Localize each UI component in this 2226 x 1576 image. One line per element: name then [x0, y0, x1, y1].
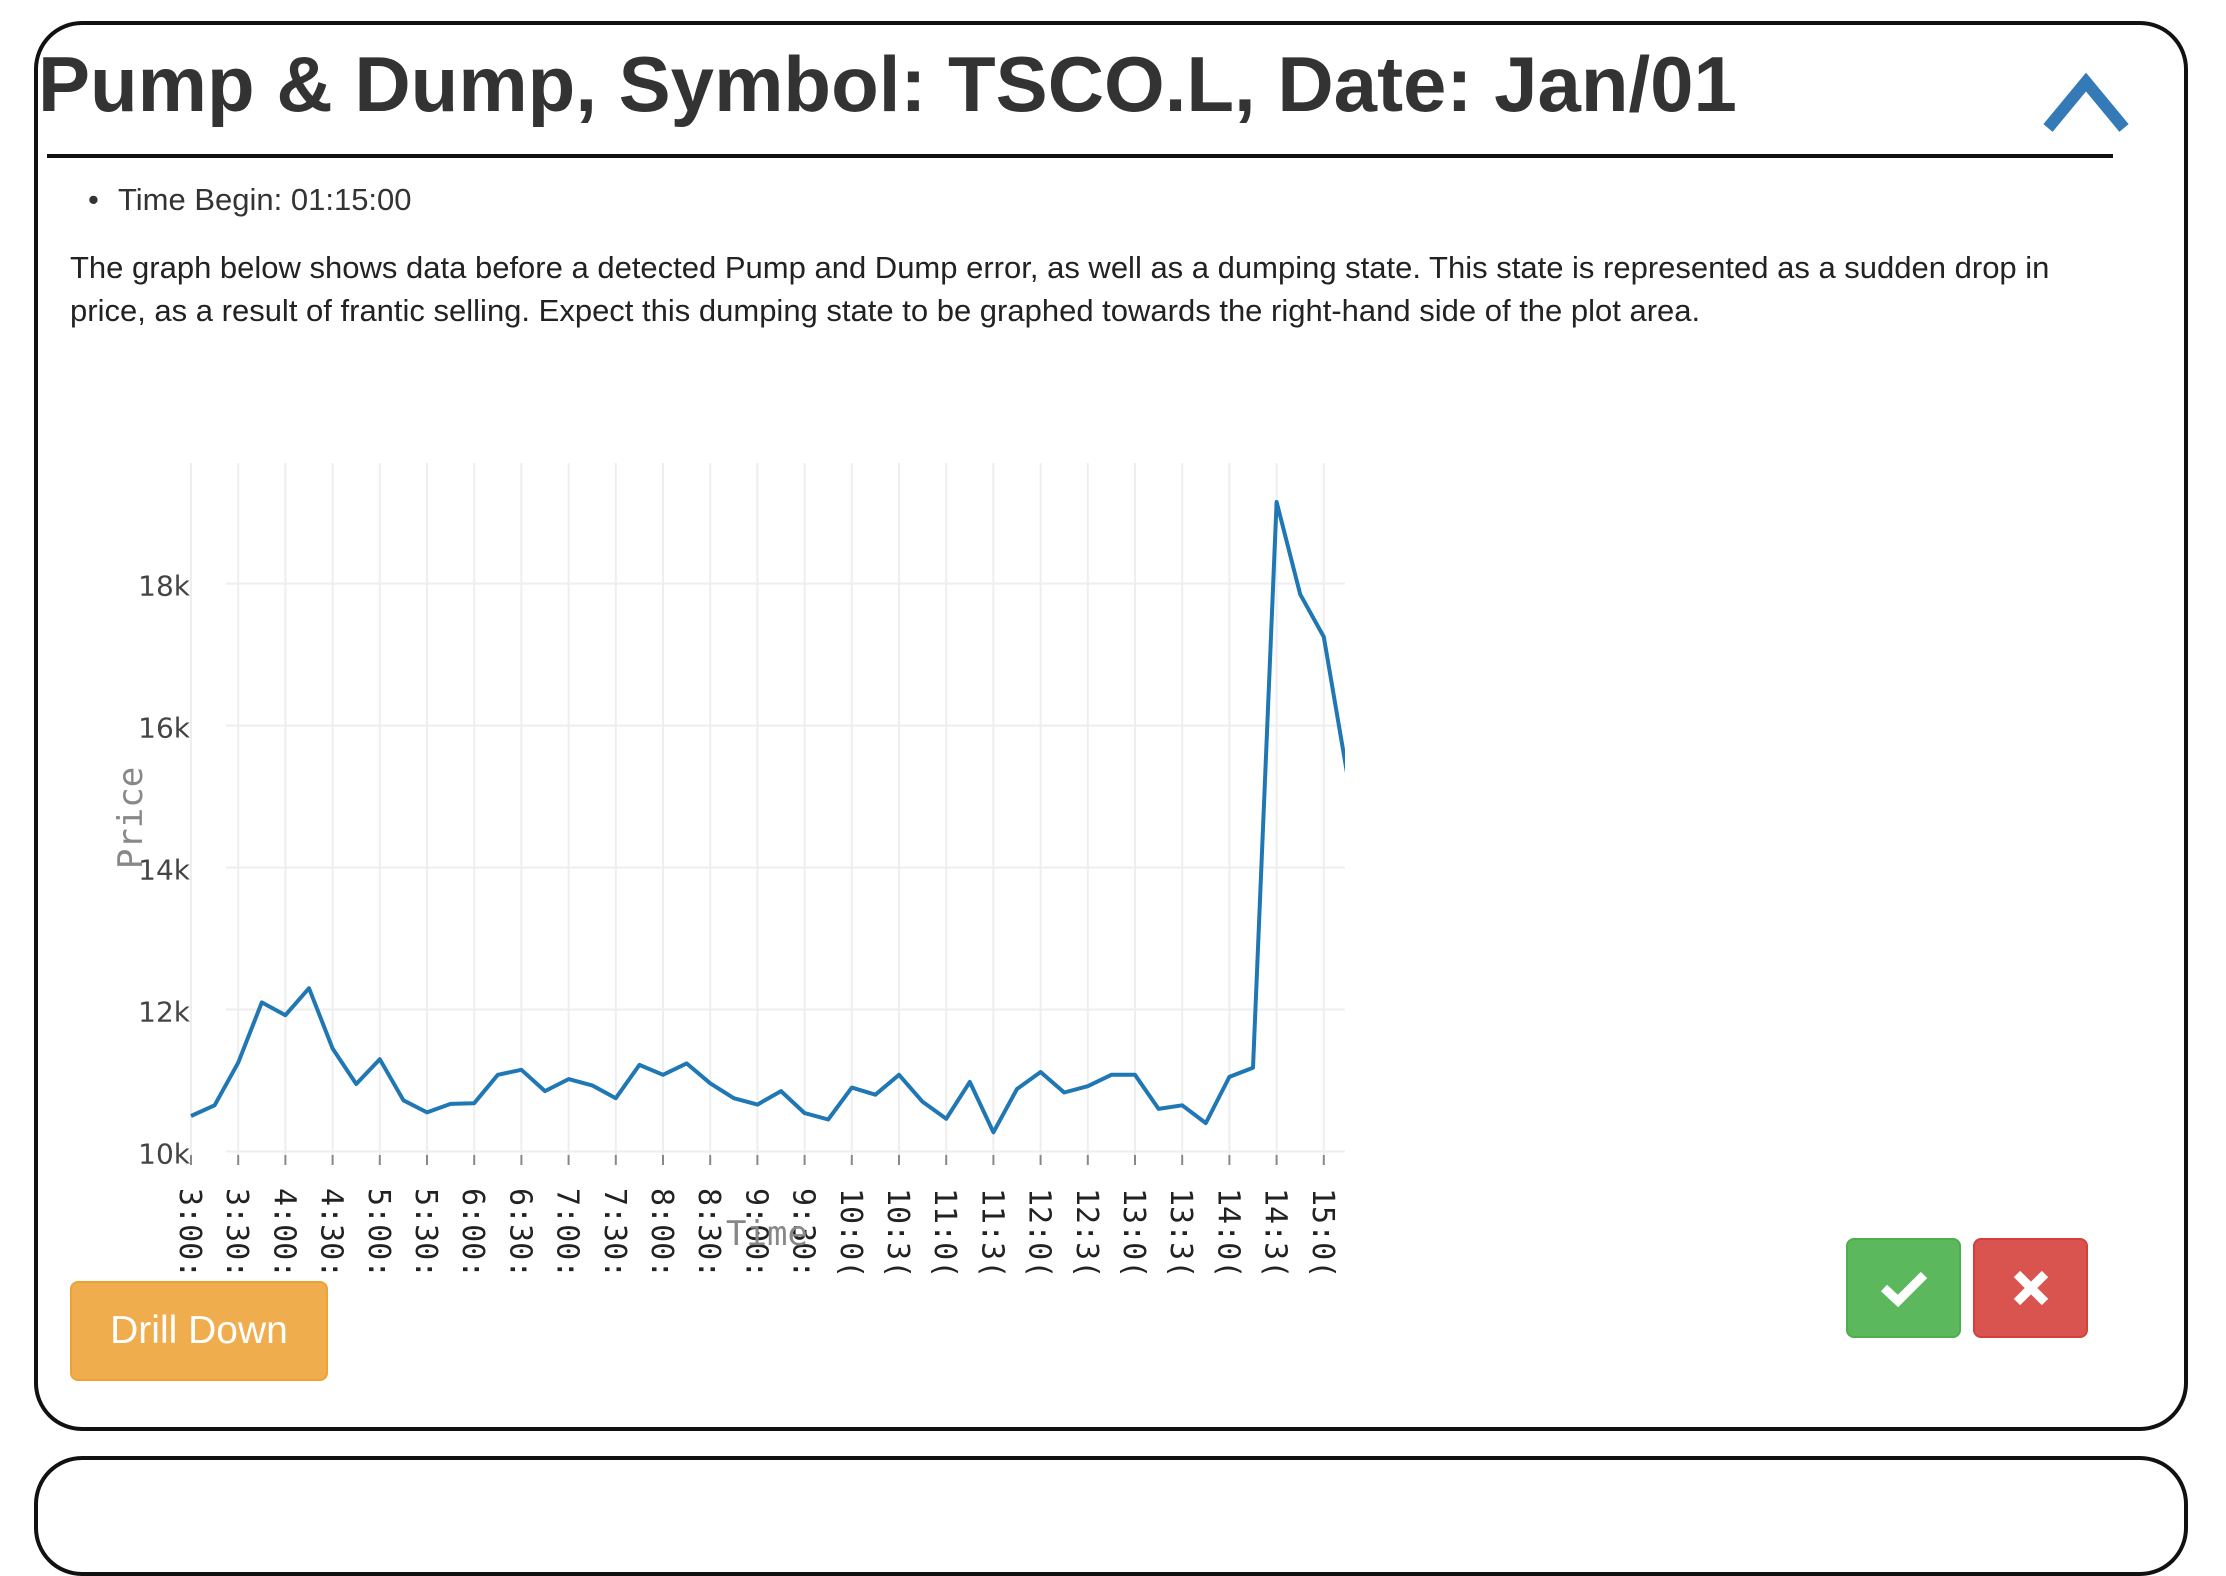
reject-button[interactable]: [1973, 1238, 2088, 1338]
x-tick-label: 8:00:: [644, 1188, 679, 1278]
series-group: [191, 502, 1348, 1132]
x-tick-label: 5:00:: [361, 1188, 396, 1278]
x-tick-label: 4:30:: [314, 1188, 349, 1278]
x-tick-label: 13:3(: [1163, 1188, 1198, 1278]
close-icon: [2011, 1268, 2051, 1308]
x-tick-label: 7:00:: [550, 1188, 585, 1278]
x-tick-label: 6:00:: [455, 1188, 490, 1278]
x-tick-label: 14:3(: [1258, 1188, 1293, 1278]
approve-button[interactable]: [1846, 1238, 1961, 1338]
x-tick-label: 4:00:: [266, 1188, 301, 1278]
x-tick-label: 11:3(: [974, 1188, 1009, 1278]
x-tick-label: 14:0(: [1210, 1188, 1245, 1278]
x-tick-label: 11:0(: [927, 1188, 962, 1278]
price-series-line: [191, 502, 1347, 1132]
y-axis-label: Price: [111, 767, 151, 869]
y-tick-label: 12k: [138, 996, 191, 1029]
x-tick-label: 3:30:: [219, 1188, 254, 1278]
grid-vertical: [191, 463, 1324, 1165]
x-axis-label: Time: [726, 1214, 808, 1254]
y-tick-label: 10k: [138, 1137, 191, 1170]
x-tick-label: 5:30:: [408, 1188, 443, 1278]
x-tick-label: 12:3(: [1069, 1188, 1104, 1278]
x-tick-label: 7:30:: [597, 1188, 632, 1278]
x-tick-label: 8:30:: [691, 1188, 726, 1278]
drill-down-button[interactable]: Drill Down: [70, 1281, 328, 1381]
x-tick-label: 13:0(: [1116, 1188, 1151, 1278]
y-tick-label: 18k: [138, 570, 191, 603]
x-tick-label: 6:30:: [502, 1188, 537, 1278]
x-tick-label: 12:0(: [1022, 1188, 1057, 1278]
x-tick-label: 10:3(: [880, 1188, 915, 1278]
grid-horizontal: [226, 584, 1345, 1152]
check-icon: [1879, 1268, 1929, 1308]
x-tick-label: 3:00:: [172, 1188, 207, 1278]
x-tick-label: 10:0(: [833, 1188, 868, 1278]
next-card: [34, 1456, 2188, 1576]
y-tick-label: 16k: [138, 712, 191, 745]
x-tick-label: 15:0(: [1305, 1188, 1340, 1278]
